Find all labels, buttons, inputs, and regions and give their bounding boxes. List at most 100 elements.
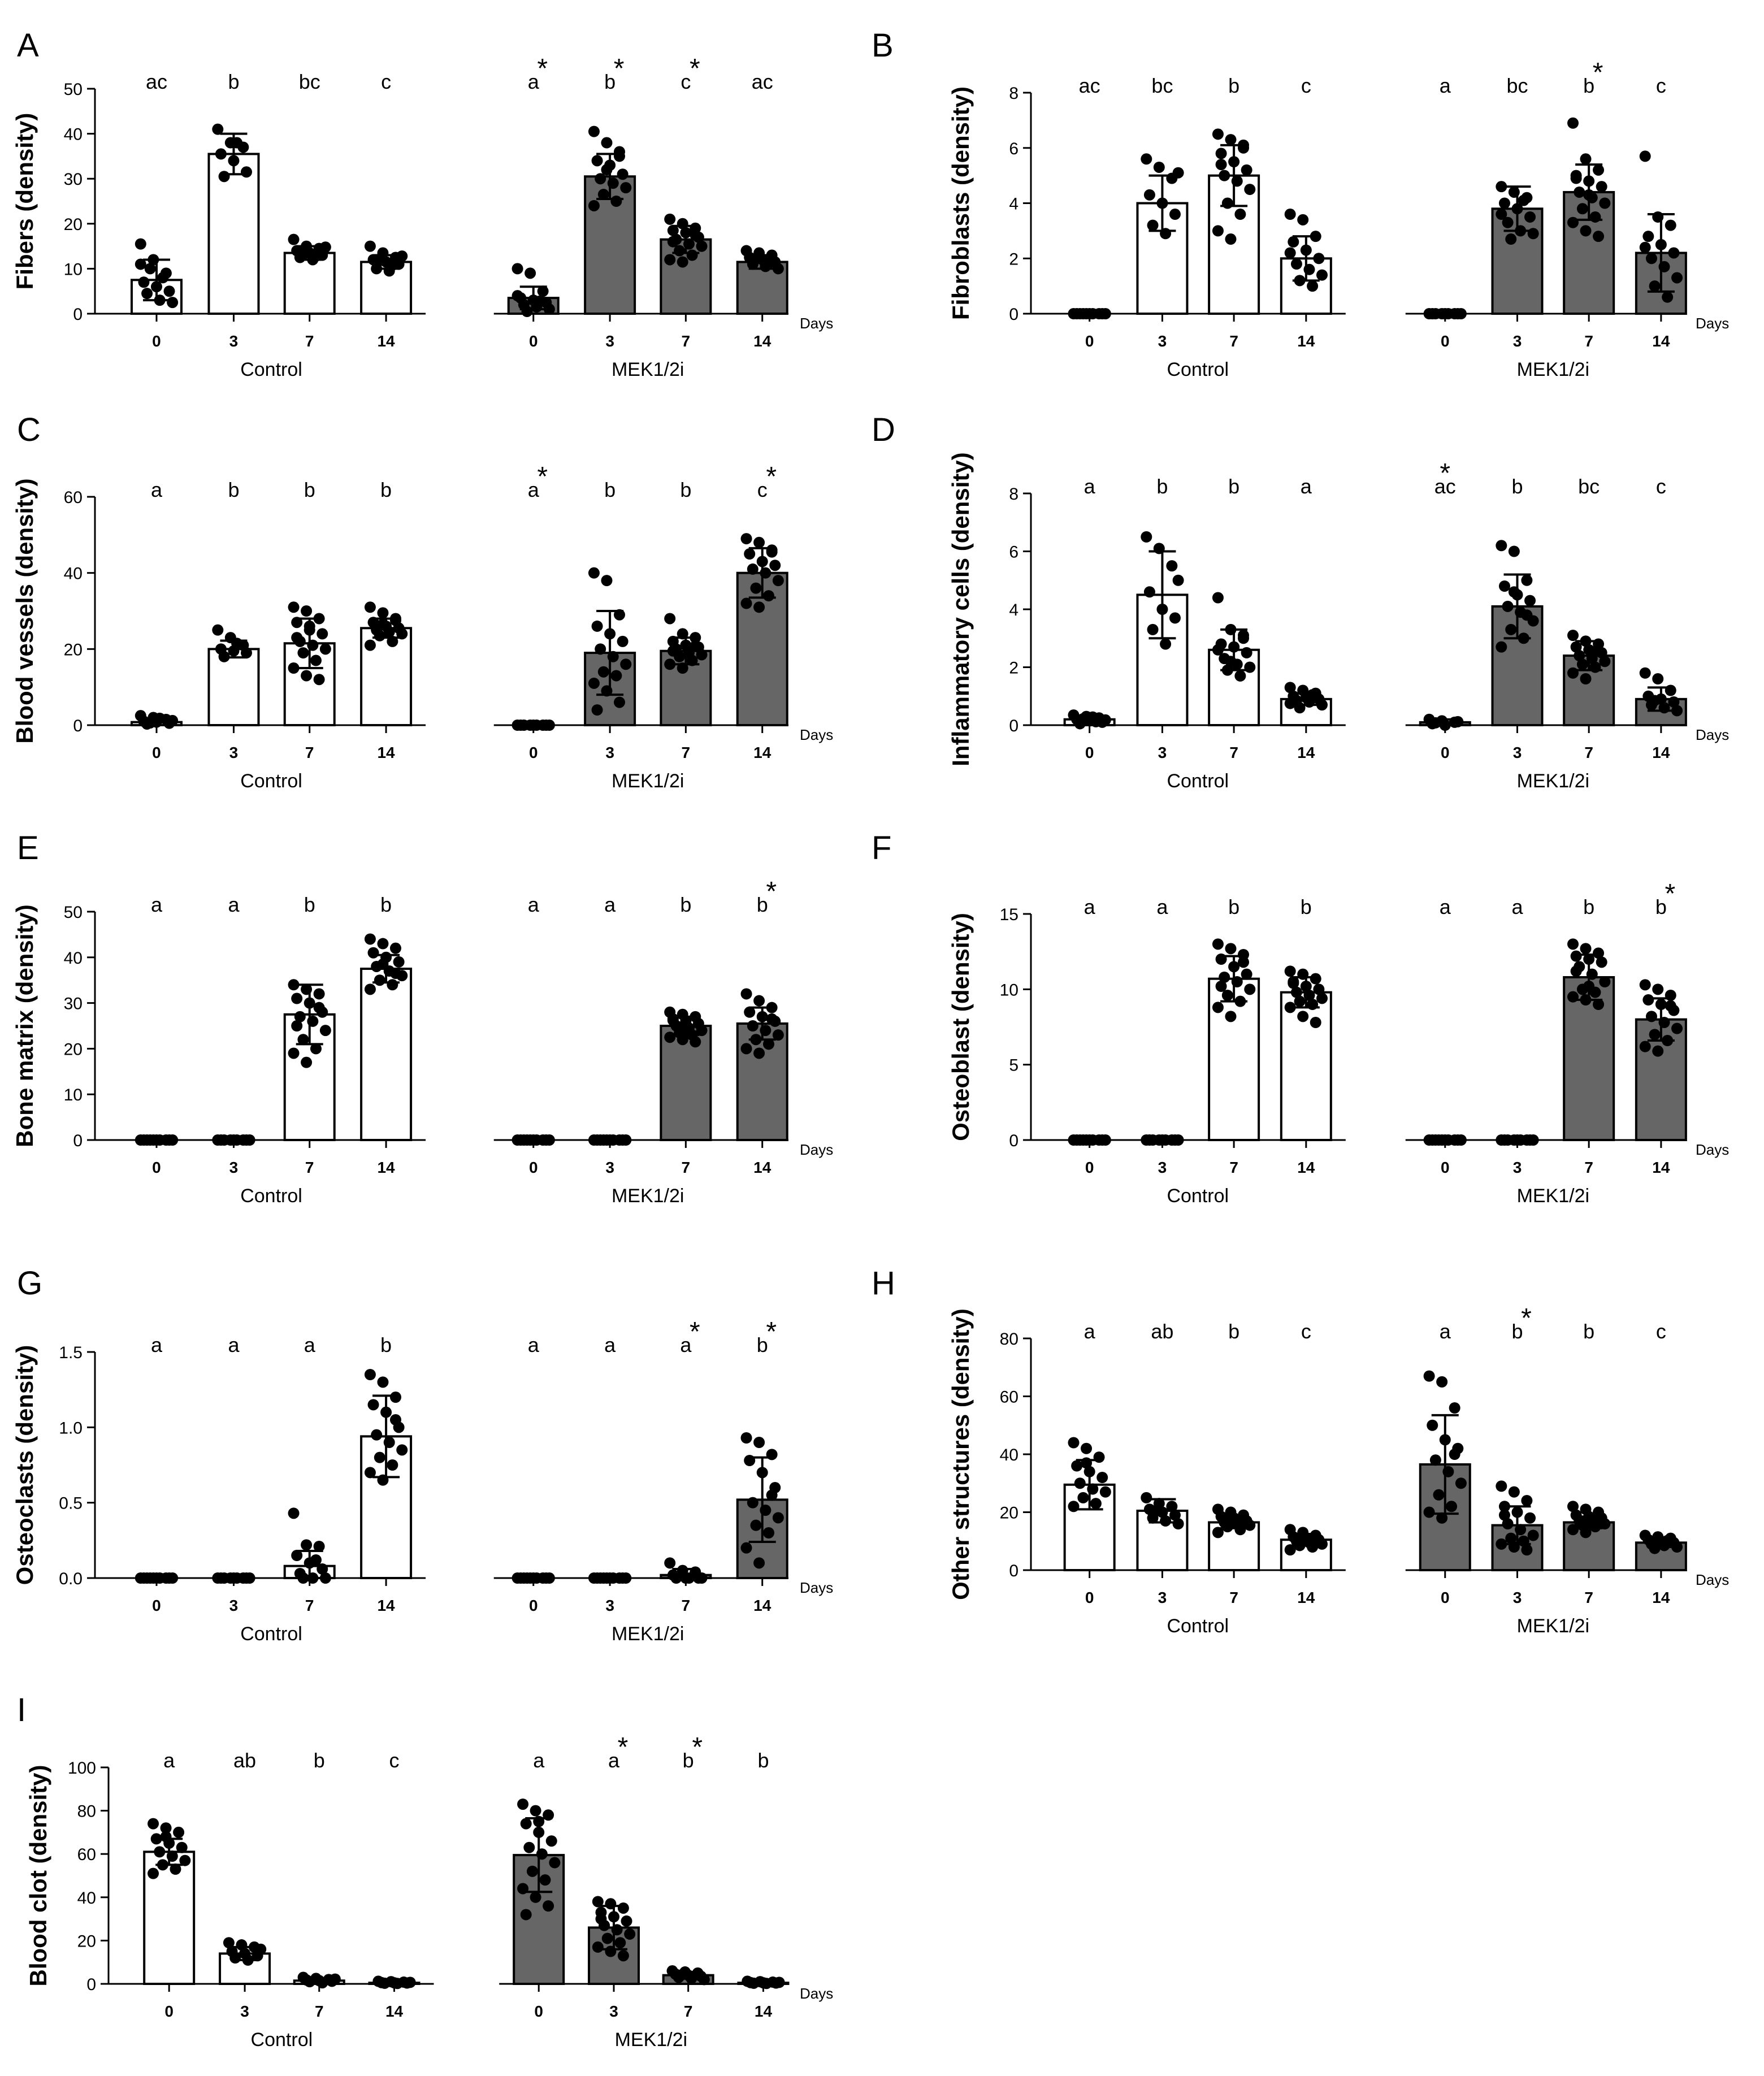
group-label: Control	[240, 770, 302, 792]
data-point	[1068, 1437, 1080, 1449]
x-tick-label: 14	[1652, 332, 1670, 350]
data-point	[1221, 990, 1233, 1001]
group-letter: b	[304, 893, 315, 916]
data-point	[686, 249, 698, 261]
group-letter: c	[1656, 74, 1666, 97]
data-point	[772, 575, 784, 587]
data-point	[1241, 647, 1252, 658]
group-letter: a	[1156, 895, 1168, 918]
significance-star: *	[537, 462, 548, 492]
x-tick-label: 3	[240, 2003, 249, 2020]
data-point	[537, 285, 549, 297]
data-point	[1316, 269, 1328, 281]
data-point	[291, 1550, 303, 1561]
x-axis-unit-label: Days	[1696, 1571, 1729, 1588]
data-point	[319, 241, 331, 253]
group-letter: a	[163, 1749, 175, 1772]
group-label: MEK1/2i	[1517, 1185, 1590, 1207]
x-tick-label: 14	[1652, 1589, 1670, 1606]
x-tick-label: 0	[529, 1159, 538, 1176]
data-point	[1502, 1134, 1514, 1146]
y-axis-label: Fibers (density)	[11, 113, 38, 290]
x-tick-label: 3	[1513, 1159, 1522, 1176]
y-tick-label: 4	[1009, 195, 1018, 214]
group-letter: b	[757, 893, 768, 916]
x-tick-label: 7	[305, 1159, 314, 1176]
data-point	[1215, 148, 1227, 159]
data-point	[744, 548, 756, 560]
data-point	[753, 1557, 765, 1569]
data-point	[597, 1572, 609, 1584]
panel-letter: E	[17, 830, 39, 866]
group-letter: a	[151, 478, 163, 501]
x-tick-label: 14	[377, 1597, 395, 1614]
x-tick-label: 0	[1085, 1159, 1094, 1176]
data-point	[1580, 1527, 1592, 1538]
x-axis-unit-label: Days	[800, 1579, 833, 1596]
data-point	[521, 1134, 533, 1146]
group-letter: a	[528, 1333, 540, 1356]
data-point	[597, 1134, 609, 1146]
data-point	[1524, 595, 1536, 606]
data-point	[1074, 1477, 1086, 1489]
data-point	[525, 267, 536, 279]
group-label: Control	[240, 359, 302, 380]
x-axis-unit-label: Days	[800, 726, 833, 743]
group-letter: c	[681, 70, 691, 93]
bar	[360, 968, 413, 1141]
y-tick-label: 50	[64, 903, 83, 922]
data-point	[531, 720, 543, 731]
group-letter: b	[1583, 74, 1594, 97]
data-point	[291, 993, 303, 1004]
data-point	[1652, 983, 1664, 995]
group-letter: b	[1655, 895, 1667, 918]
data-point	[1212, 225, 1224, 237]
x-tick-label: 7	[1584, 1589, 1593, 1606]
data-point	[167, 1572, 179, 1584]
x-tick-label: 7	[305, 1597, 314, 1614]
group-letter: bc	[1151, 74, 1173, 97]
x-tick-label: 14	[1297, 1159, 1315, 1176]
y-tick-label: 20	[1000, 1504, 1018, 1523]
data-point	[154, 1846, 166, 1858]
group-letter: a	[1084, 895, 1096, 918]
y-tick-label: 0	[86, 1975, 96, 1994]
significance-star: *	[1440, 458, 1450, 488]
data-point	[592, 1941, 604, 1953]
data-point	[1169, 209, 1181, 220]
bar	[1635, 1018, 1687, 1141]
data-point	[520, 1818, 532, 1830]
data-point	[229, 1952, 241, 1964]
data-point	[512, 263, 523, 275]
data-point	[294, 1011, 306, 1022]
data-point	[744, 1006, 756, 1018]
data-point	[310, 1554, 322, 1566]
data-point	[163, 285, 175, 297]
data-point	[1077, 1134, 1089, 1146]
data-point	[1593, 164, 1605, 176]
group-letter: a	[1440, 1320, 1451, 1343]
data-point	[389, 614, 401, 626]
data-point	[1316, 699, 1328, 711]
panel-letter: I	[17, 1692, 26, 1728]
y-tick-label: 8	[1009, 84, 1018, 103]
data-point	[1599, 197, 1611, 209]
group-letter: c	[381, 70, 391, 93]
panel-letter: C	[17, 411, 41, 448]
data-point	[617, 1902, 629, 1914]
data-point	[167, 1134, 179, 1146]
data-point	[1219, 972, 1230, 983]
data-point	[1508, 545, 1520, 557]
data-point	[148, 1867, 159, 1879]
data-point	[167, 297, 179, 309]
data-point	[1567, 1524, 1579, 1536]
data-point	[1212, 128, 1224, 140]
y-axis-label: Blood vessels (density)	[11, 478, 38, 743]
x-axis-unit-label: Days	[800, 1985, 833, 2002]
y-tick-label: 0	[73, 717, 83, 735]
data-point	[1290, 986, 1302, 998]
data-point	[157, 272, 169, 284]
group-letter: b	[680, 478, 691, 501]
x-tick-label: 14	[1297, 332, 1315, 350]
data-point	[1580, 153, 1592, 165]
